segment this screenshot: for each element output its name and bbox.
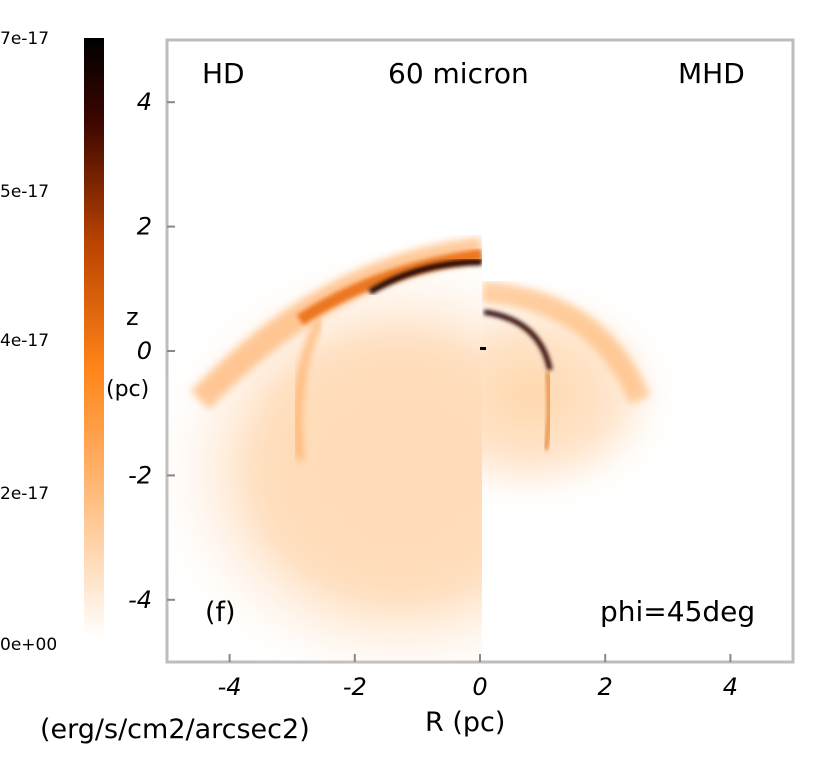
- hd-emission-map: [167, 237, 482, 662]
- y-tick-label: 2: [137, 213, 152, 241]
- x-axis-ticks: -4 -2 0 2 4: [218, 654, 738, 701]
- x-tick-label: 2: [598, 673, 613, 701]
- right-panel-label: MHD: [678, 57, 745, 90]
- y-tick-label: -2: [128, 461, 152, 489]
- colorbar-tick-label: 2e-17: [0, 484, 49, 504]
- hd-mid-shell: [296, 249, 482, 326]
- hd-inner-arc: [293, 318, 324, 461]
- mhd-emission-map: [482, 280, 680, 510]
- y-tick-label: 0: [137, 337, 152, 365]
- x-axis-label: R (pc): [425, 707, 505, 738]
- x-tick-label: 0: [472, 673, 487, 701]
- mhd-bright-ridge: [483, 309, 553, 371]
- y-axis-ticks: 4 2 0 -2 -4: [128, 88, 175, 614]
- central-source: [480, 347, 486, 350]
- left-panel-label: HD: [202, 57, 245, 90]
- x-tick-label: 4: [723, 673, 738, 701]
- mhd-outer-shell: [482, 281, 651, 405]
- angle-label: phi=45deg: [600, 595, 755, 628]
- mhd-inner-arc: [542, 371, 553, 451]
- y-axis-label-top: z: [126, 303, 139, 331]
- colorbar: [84, 38, 104, 638]
- colorbar-ticks: 7e-17 5e-17 4e-17 2e-17 0e+00: [0, 29, 57, 655]
- colorbar-tick-label: 0e+00: [0, 635, 57, 655]
- colorbar-tick-label: 5e-17: [0, 182, 49, 202]
- colorbar-label: (erg/s/cm2/arcsec2): [40, 714, 310, 745]
- mhd-diffuse-glow: [482, 280, 680, 510]
- hd-bright-ridge: [368, 259, 482, 295]
- y-tick-label: -4: [128, 586, 152, 614]
- panel-letter: (f): [205, 597, 236, 628]
- x-tick-label: -4: [218, 673, 242, 701]
- center-title: 60 micron: [388, 57, 529, 90]
- colorbar-tick-label: 4e-17: [0, 331, 49, 351]
- x-tick-label: -2: [343, 673, 367, 701]
- y-axis-label-bottom: (pc): [106, 377, 149, 402]
- y-tick-label: 4: [137, 88, 152, 116]
- colorbar-tick-label: 7e-17: [0, 29, 49, 49]
